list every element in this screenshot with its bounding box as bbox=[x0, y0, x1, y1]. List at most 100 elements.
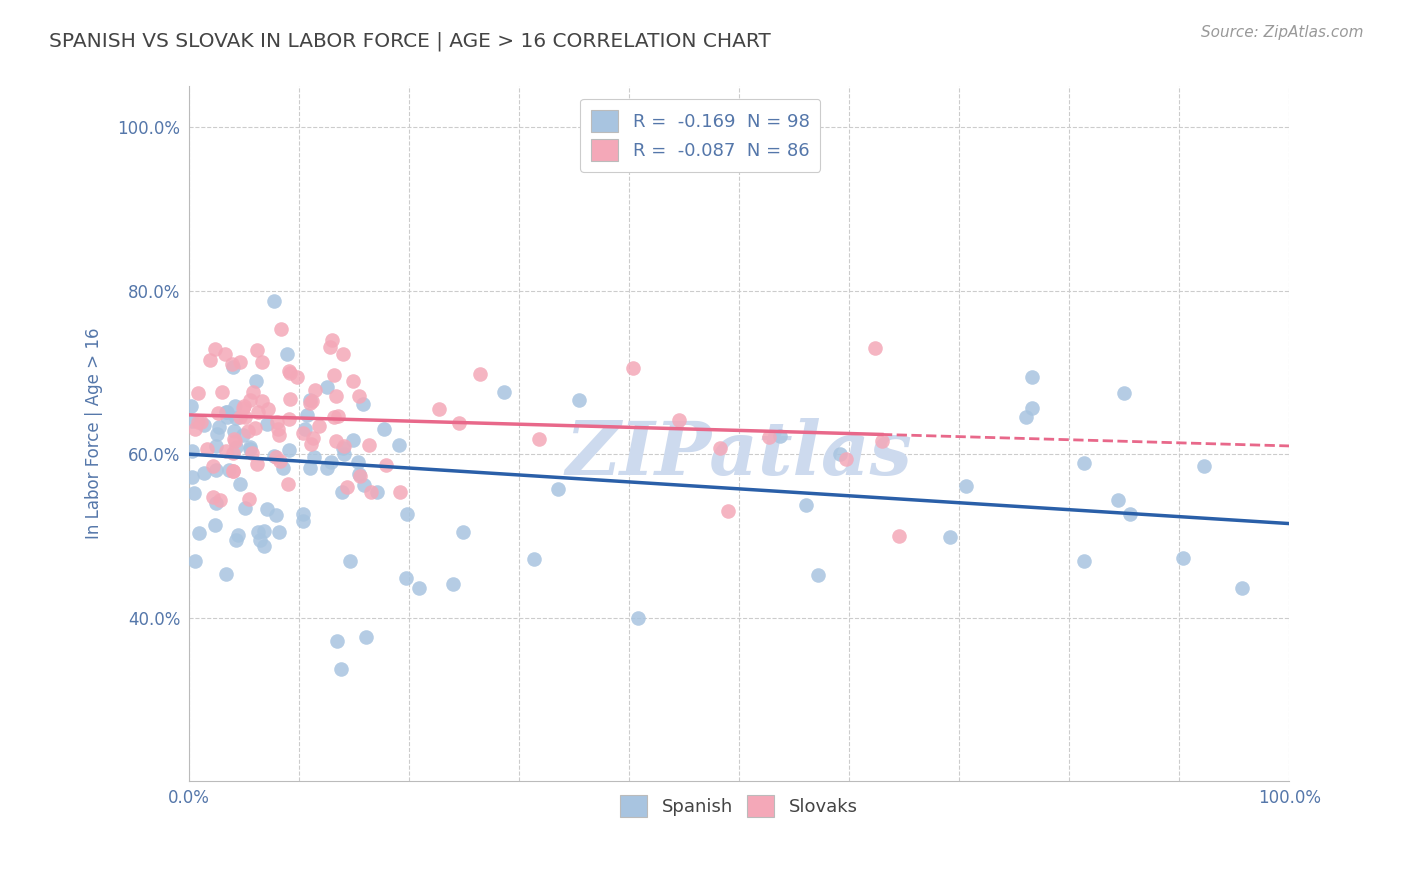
Point bbox=[229, 477, 252, 491]
Point bbox=[333, 447, 356, 461]
Point bbox=[621, 360, 644, 375]
Point bbox=[187, 415, 209, 429]
Point bbox=[315, 461, 337, 475]
Point bbox=[291, 425, 314, 440]
Point bbox=[758, 430, 780, 444]
Point bbox=[229, 355, 252, 369]
Point bbox=[207, 406, 229, 420]
Point bbox=[221, 446, 243, 460]
Point bbox=[278, 412, 301, 426]
Point bbox=[277, 476, 299, 491]
Point bbox=[1073, 456, 1095, 470]
Point bbox=[228, 527, 250, 541]
Point bbox=[388, 438, 411, 452]
Point bbox=[221, 464, 243, 478]
Point bbox=[347, 389, 370, 403]
Point bbox=[183, 554, 205, 568]
Point bbox=[245, 374, 267, 388]
Point bbox=[1192, 458, 1215, 473]
Point bbox=[242, 385, 264, 400]
Point bbox=[208, 420, 231, 434]
Point bbox=[201, 459, 224, 474]
Point bbox=[215, 566, 238, 581]
Point bbox=[276, 347, 298, 361]
Point bbox=[1015, 409, 1038, 424]
Point bbox=[427, 402, 450, 417]
Point bbox=[333, 439, 356, 453]
Point bbox=[357, 438, 380, 452]
Point bbox=[238, 425, 260, 439]
Point bbox=[204, 518, 226, 533]
Point bbox=[269, 454, 291, 468]
Point bbox=[366, 484, 388, 499]
Point bbox=[180, 414, 202, 428]
Point bbox=[302, 431, 325, 445]
Point bbox=[547, 483, 569, 497]
Point bbox=[441, 577, 464, 591]
Point bbox=[568, 393, 591, 408]
Point bbox=[297, 408, 319, 422]
Point bbox=[267, 428, 290, 442]
Point bbox=[325, 389, 347, 403]
Point bbox=[342, 433, 364, 447]
Point bbox=[238, 491, 260, 506]
Point bbox=[256, 501, 278, 516]
Point bbox=[270, 322, 292, 336]
Point bbox=[408, 581, 430, 595]
Point bbox=[332, 442, 354, 456]
Point bbox=[339, 554, 361, 568]
Point bbox=[299, 396, 322, 410]
Point bbox=[232, 401, 254, 416]
Point bbox=[325, 434, 347, 448]
Point bbox=[271, 460, 294, 475]
Point bbox=[887, 529, 910, 543]
Point bbox=[523, 552, 546, 566]
Y-axis label: In Labor Force | Age > 16: In Labor Force | Age > 16 bbox=[86, 328, 103, 540]
Point bbox=[183, 486, 205, 500]
Point bbox=[221, 357, 243, 371]
Point bbox=[239, 440, 262, 454]
Point bbox=[215, 405, 238, 419]
Point bbox=[193, 417, 215, 432]
Point bbox=[330, 662, 353, 676]
Point bbox=[190, 415, 212, 429]
Point bbox=[207, 427, 229, 442]
Point bbox=[375, 458, 398, 472]
Point bbox=[346, 455, 368, 469]
Point bbox=[360, 485, 382, 500]
Point bbox=[627, 611, 650, 625]
Point bbox=[373, 422, 395, 436]
Point bbox=[352, 397, 374, 411]
Point bbox=[222, 359, 245, 374]
Point bbox=[239, 393, 262, 408]
Point bbox=[291, 507, 314, 521]
Point bbox=[315, 380, 337, 394]
Point bbox=[215, 444, 238, 458]
Point bbox=[180, 444, 202, 458]
Point bbox=[323, 368, 346, 382]
Point bbox=[229, 409, 252, 424]
Point bbox=[326, 634, 349, 648]
Point bbox=[224, 433, 246, 447]
Point bbox=[356, 630, 378, 644]
Point bbox=[863, 341, 886, 355]
Point bbox=[298, 461, 321, 475]
Point bbox=[224, 424, 246, 438]
Text: SPANISH VS SLOVAK IN LABOR FORCE | AGE > 16 CORRELATION CHART: SPANISH VS SLOVAK IN LABOR FORCE | AGE >… bbox=[49, 31, 770, 51]
Point bbox=[349, 467, 371, 482]
Point bbox=[299, 437, 322, 451]
Point bbox=[292, 514, 315, 528]
Point bbox=[201, 491, 224, 505]
Point bbox=[794, 498, 817, 512]
Point bbox=[187, 526, 209, 541]
Point bbox=[870, 434, 893, 448]
Point bbox=[353, 478, 375, 492]
Point bbox=[224, 434, 246, 449]
Point bbox=[451, 525, 474, 540]
Point bbox=[332, 346, 354, 360]
Point bbox=[266, 508, 288, 523]
Point bbox=[278, 364, 301, 378]
Point bbox=[243, 421, 266, 435]
Point bbox=[245, 458, 267, 472]
Point bbox=[225, 533, 247, 548]
